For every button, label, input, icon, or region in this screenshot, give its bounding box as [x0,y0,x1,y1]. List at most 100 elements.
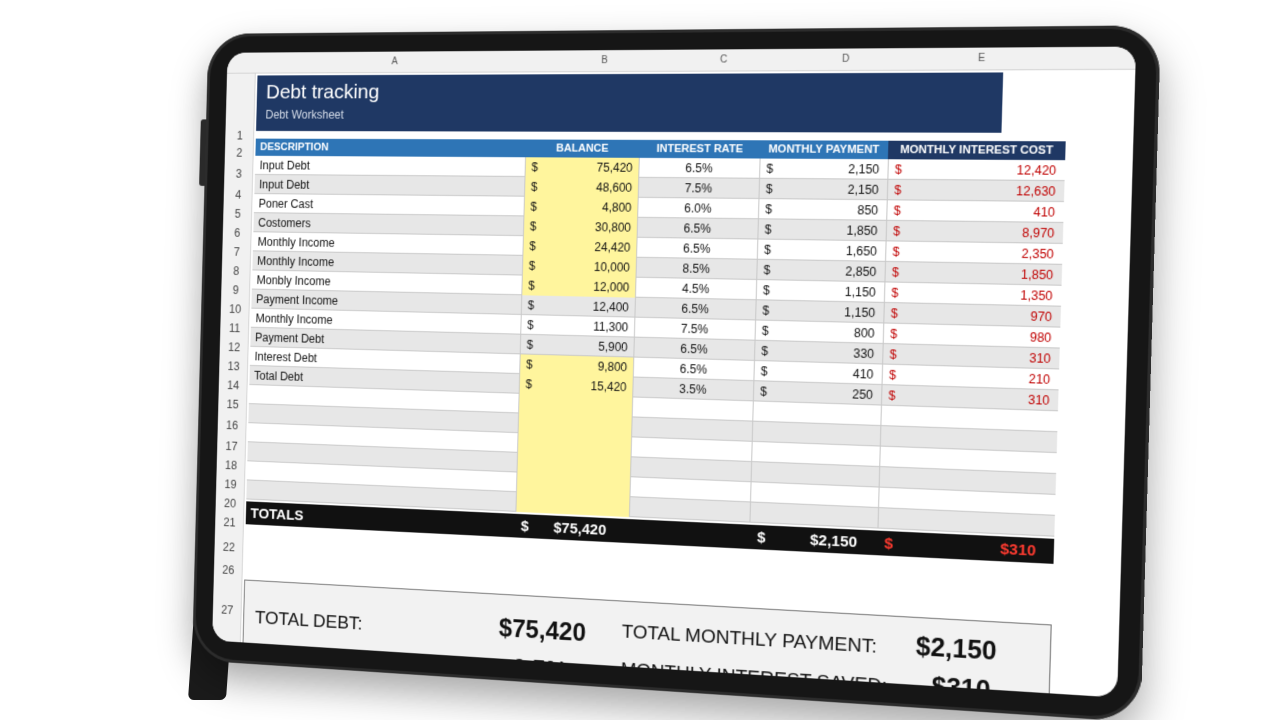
payment-currency: $ [762,303,770,318]
cell-monthly-interest-cost[interactable]: $12,630 [886,179,1065,203]
payment-value: 1,850 [846,223,878,239]
header-monthly-payment[interactable]: MONTHLY PAYMENT [759,140,889,160]
sheet-subtitle[interactable]: Debt Worksheet [265,107,344,122]
row-number[interactable]: 14 [227,378,240,393]
payment-currency: $ [766,161,774,176]
totals-cost[interactable]: $310 [999,540,1037,560]
cell-monthly-payment[interactable]: $1,650 [756,239,886,262]
row-number[interactable]: 19 [224,477,237,492]
total-monthly-payment-value[interactable]: $2,150 [915,632,998,667]
cell-monthly-payment[interactable]: $1,850 [757,219,887,242]
cell-balance[interactable]: $75,420 [524,157,640,178]
cell-balance[interactable]: $12,400 [520,295,636,318]
header-interest-rate[interactable]: INTEREST RATE [639,139,761,159]
cell-balance[interactable]: $24,420 [522,236,638,258]
row-number[interactable]: 9 [232,283,239,297]
payment-currency: $ [765,202,773,217]
title-band: Debt tracking Debt Worksheet [256,72,1004,133]
header-balance[interactable]: BALANCE [525,139,641,158]
balance-currency: $ [527,318,534,333]
cell-monthly-interest-cost[interactable]: $2,350 [884,241,1063,265]
cost-currency: $ [892,223,901,239]
monthly-interest-saved-value[interactable]: $310 [931,672,991,698]
payment-value: 330 [853,346,875,362]
column-header-e[interactable]: E [977,52,986,65]
row-number[interactable]: 7 [233,245,240,259]
row-number[interactable]: 22 [222,540,236,555]
row-number[interactable]: 12 [228,340,241,355]
row-number[interactable]: 6 [233,226,241,240]
cost-value: 310 [1029,350,1051,367]
cell-interest-rate[interactable]: 8.5% [682,261,711,277]
column-header-c[interactable]: C [719,54,728,66]
tablet-screen: A B C D E 1 2 3 4 5 6 7 8 9 10 11 12 13 14 15 16 17 18 19 2… [212,46,1137,698]
total-debt-value[interactable]: $75,420 [498,614,587,648]
cell-interest-rate[interactable]: 7.5% [684,181,713,196]
row-number[interactable]: 26 [222,563,235,578]
cell-interest-rate[interactable]: 6.0% [684,201,712,216]
cell-monthly-payment[interactable]: $2,150 [759,158,888,180]
totals-balance[interactable]: $75,420 [553,519,607,539]
cell-balance[interactable] [515,492,631,518]
balance-value: 24,420 [594,240,631,255]
cell-monthly-interest-cost[interactable]: $12,420 [887,159,1066,182]
cost-currency: $ [890,326,898,342]
cell-interest-rate[interactable]: 6.5% [681,301,709,317]
row-number[interactable]: 21 [223,515,236,530]
average-interest-rate-value[interactable]: 6.5% [511,654,568,686]
cell-monthly-payment[interactable]: $2,850 [756,259,885,283]
column-header-a[interactable]: A [391,56,398,68]
header-monthly-interest-cost[interactable]: MONTHLY INTEREST COST [887,140,1066,161]
cell-monthly-payment[interactable]: $2,150 [758,178,888,201]
payment-value: 1,150 [843,305,876,321]
balance-value: 4,800 [601,200,632,215]
payment-currency: $ [760,364,768,379]
cell-interest-rate[interactable] [630,497,750,522]
balance-currency: $ [529,219,537,234]
row-number[interactable]: 10 [229,302,242,316]
cell-description[interactable]: Input Debt [259,158,311,173]
row-number[interactable]: 20 [223,496,237,511]
totals-payment[interactable]: $2,150 [809,531,858,552]
totals-label[interactable]: TOTALS [250,505,304,525]
cell-monthly-interest-cost[interactable]: $8,970 [885,220,1064,244]
balance-value: 10,000 [593,260,631,275]
cell-interest-rate[interactable]: 4.5% [681,281,710,297]
cell-interest-rate[interactable]: 6.5% [683,221,712,236]
cell-monthly-payment[interactable]: $1,150 [755,279,885,303]
row-number[interactable]: 5 [234,207,241,221]
cell-balance[interactable]: $48,600 [523,176,640,198]
column-header-d[interactable]: D [841,53,850,65]
payment-value: 850 [857,203,879,218]
cell-monthly-interest-cost[interactable]: $410 [886,200,1064,223]
cell-balance[interactable]: $30,800 [522,216,639,238]
sheet-title[interactable]: Debt tracking [265,80,380,104]
row-number[interactable]: 1 [236,128,243,143]
balance-currency: $ [525,357,533,372]
cell-monthly-payment[interactable]: $850 [757,199,887,221]
row-number[interactable]: 13 [227,359,240,374]
cell-balance[interactable]: $12,000 [521,275,637,298]
column-header-b[interactable]: B [601,55,608,67]
row-number[interactable]: 11 [228,321,241,336]
cost-currency: $ [890,306,899,321]
cell-interest-rate[interactable]: 6.5% [682,241,711,256]
row-number[interactable]: 15 [226,397,239,412]
balance-currency: $ [525,377,533,392]
row-number[interactable]: 27 [221,602,234,618]
row-number[interactable]: 2 [236,146,243,160]
payment-currency: $ [763,242,772,257]
header-description[interactable]: DESCRIPTION [255,138,526,158]
row-number[interactable]: 18 [224,458,238,473]
row-number[interactable]: 3 [235,167,242,181]
cell-balance[interactable]: $4,800 [523,196,639,218]
row-number[interactable]: 16 [225,418,239,433]
row-number[interactable]: 28 [220,640,233,656]
row-number[interactable]: 17 [225,439,238,454]
row-number[interactable]: 8 [232,264,240,278]
cost-value: 12,420 [1016,163,1057,178]
cell-balance[interactable]: $10,000 [521,255,638,278]
row-number[interactable]: 4 [235,188,242,202]
average-interest-rate-label: AVERAGE INTEREST RATE: [253,644,485,680]
cell-interest-rate[interactable]: 6.5% [685,161,713,176]
